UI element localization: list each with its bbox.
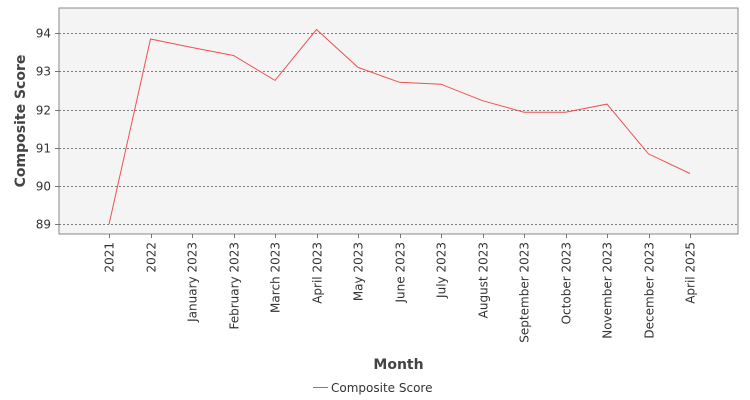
y-tick-label: 93: [36, 65, 51, 79]
data-point: [564, 111, 567, 114]
x-tick-label: March 2023: [269, 242, 283, 313]
x-tick-label: 2021: [103, 242, 117, 273]
y-tick-label: 94: [36, 27, 51, 41]
x-tick-label: April 2025: [684, 242, 698, 304]
x-tick-label: April 2023: [311, 242, 325, 304]
x-tick-label: November 2023: [601, 242, 615, 339]
legend-label: Composite Score: [331, 381, 432, 395]
data-point: [149, 38, 152, 41]
plot-area: [58, 7, 739, 235]
x-tick-label: September 2023: [518, 242, 532, 343]
legend: Composite Score: [313, 381, 432, 395]
data-point: [647, 152, 650, 155]
data-point: [191, 46, 194, 49]
y-tick-label: 89: [36, 218, 51, 232]
data-point: [232, 54, 235, 57]
y-axis-ticks: 89 90 91 92 93 94: [36, 27, 59, 232]
x-tick-label: June 2023: [394, 242, 408, 304]
data-point: [315, 28, 318, 31]
y-axis-title: Composite Score: [13, 55, 29, 188]
x-tick-label: December 2023: [643, 242, 657, 339]
x-axis-title: Month: [373, 357, 423, 373]
y-tick-label: 90: [36, 180, 51, 194]
y-tick-label: 92: [36, 104, 51, 118]
series-line-composite-score: [108, 28, 691, 225]
data-point: [481, 99, 484, 102]
x-axis-ticks: 2021 2022 January 2023 February 2023 March 2…: [103, 234, 698, 343]
x-tick-label: January 2023: [186, 242, 200, 323]
gridlines: [59, 33, 738, 225]
data-point: [523, 111, 526, 114]
data-point: [357, 66, 360, 69]
x-tick-label: October 2023: [560, 242, 574, 324]
series-layer: [108, 28, 692, 226]
data-point: [108, 223, 111, 226]
x-tick-label: August 2023: [477, 242, 491, 318]
data-point: [689, 172, 692, 175]
y-tick-label: 91: [36, 142, 51, 156]
x-tick-label: February 2023: [228, 242, 242, 330]
data-point: [440, 83, 443, 86]
data-point: [274, 79, 277, 82]
data-point: [398, 81, 401, 84]
x-tick-label: July 2023: [435, 242, 449, 299]
data-point: [606, 103, 609, 106]
x-tick-label: May 2023: [352, 242, 366, 301]
x-tick-label: 2022: [145, 242, 159, 273]
